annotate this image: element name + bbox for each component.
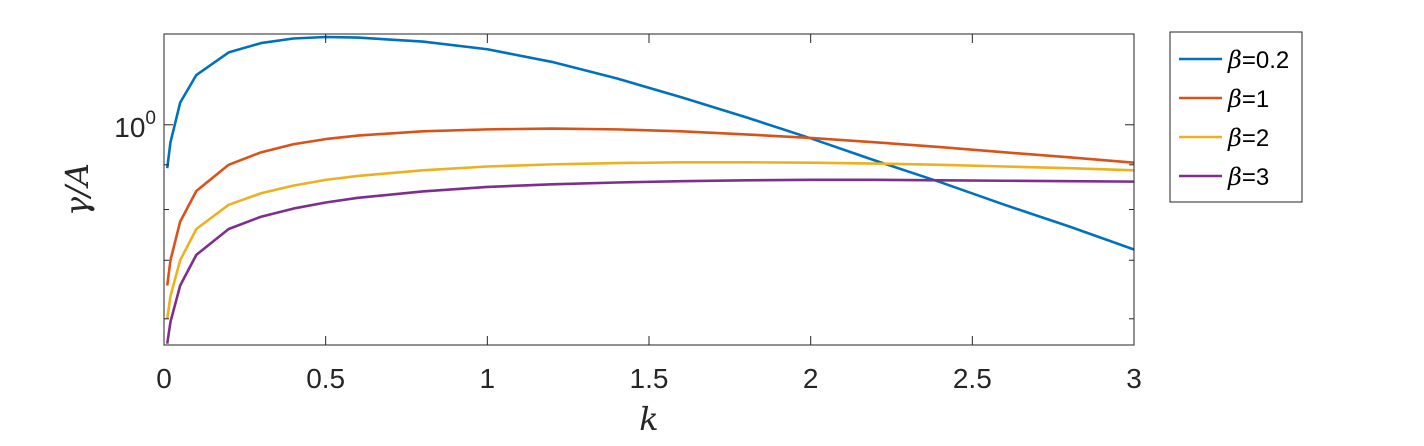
legend: β=0.2 β=1 β=2 β=3 (1169, 31, 1303, 203)
x-axis-label: k (639, 400, 658, 438)
series-line-2 (165, 127, 1134, 286)
x-tick-label: 2 (803, 363, 819, 394)
series-line-4 (165, 178, 1134, 344)
plot-background (164, 34, 1134, 345)
y-axis-label: γ/A (58, 163, 96, 216)
y-tick-label: 100 (114, 108, 156, 143)
legend-label: β=0.2 (1227, 46, 1289, 74)
legend-label: β=1 (1227, 85, 1269, 113)
legend-box (1169, 31, 1303, 203)
legend-label: β=3 (1227, 163, 1269, 191)
series-line-3 (165, 160, 1134, 319)
x-tick-label: 0.5 (306, 363, 345, 394)
x-tick-label: 3 (1126, 363, 1142, 394)
x-tick-label: 0 (156, 363, 172, 394)
x-tick-label: 1 (480, 363, 496, 394)
axes: 0 0.5 1 1.5 2 2.5 3 100 k γ/A (58, 33, 1142, 438)
x-tick-label: 2.5 (953, 363, 992, 394)
x-tick-label: 1.5 (630, 363, 669, 394)
plot-area (164, 34, 1134, 345)
series-line-1 (165, 35, 1134, 251)
legend-label: β=2 (1227, 124, 1269, 152)
